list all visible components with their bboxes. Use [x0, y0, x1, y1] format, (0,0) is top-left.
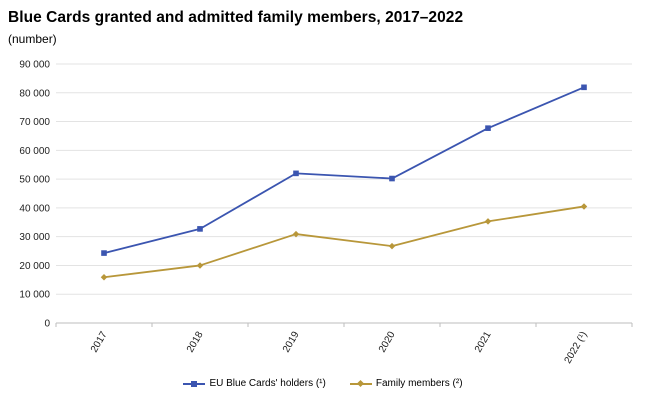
series-1-point-4: [484, 218, 492, 225]
series-0-point-5: [581, 84, 587, 91]
legend-label-blue-cards: EU Blue Cards' holders (¹): [209, 378, 326, 389]
chart-title: Blue Cards granted and admitted family m…: [8, 9, 464, 26]
y-tick-label-3: 30 000: [19, 232, 50, 243]
y-tick-label-4: 40 000: [19, 203, 50, 214]
y-tick-label-6: 60 000: [19, 146, 50, 157]
legend-item-blue-cards: EU Blue Cards' holders (¹): [183, 378, 326, 389]
legend-swatch-family-members: [349, 379, 372, 389]
series-0-point-0: [101, 250, 107, 256]
chart-subtitle: (number): [8, 32, 57, 46]
y-tick-label-8: 80 000: [19, 88, 50, 99]
series-line-1: [103, 205, 585, 279]
series-line-0: [103, 86, 585, 254]
series-1-point-5: [580, 203, 588, 210]
x-tick-label-0: 2017: [89, 329, 110, 354]
series-0-point-4: [485, 125, 491, 131]
x-tick-label-3: 2020: [377, 329, 398, 354]
series-0-point-1: [197, 226, 203, 232]
chart-legend: EU Blue Cards' holders (¹) Family member…: [0, 378, 646, 389]
legend-swatch-blue-cards: [183, 379, 206, 389]
y-tick-label-7: 70 000: [19, 117, 50, 128]
y-tick-label-9: 90 000: [19, 60, 50, 71]
x-tick-label-1: 2018: [185, 329, 206, 354]
line-chart: 0 10 000 20 000 30 000 40 000 50 000 60 000 70 …: [19, 60, 633, 366]
series-0-point-2: [293, 170, 299, 177]
series-1-point-3: [388, 242, 396, 250]
series-1-point-2: [292, 230, 300, 238]
y-tick-label-0: 0: [44, 319, 50, 330]
series-1-point-0: [100, 273, 108, 281]
y-tick-label-5: 50 000: [19, 175, 50, 186]
x-tick-label-4: 2021: [473, 329, 494, 354]
legend-item-family-members: Family members (²): [349, 378, 463, 389]
series-0-point-3: [389, 175, 395, 182]
x-tick-label-2: 2019: [281, 329, 302, 354]
y-tick-label-2: 20 000: [19, 261, 50, 272]
legend-label-family-members: Family members (²): [375, 378, 463, 389]
x-tick-label-5: 2022 (¹): [563, 330, 590, 366]
y-tick-label-1: 10 000: [19, 290, 50, 301]
series-1-point-1: [196, 262, 204, 269]
